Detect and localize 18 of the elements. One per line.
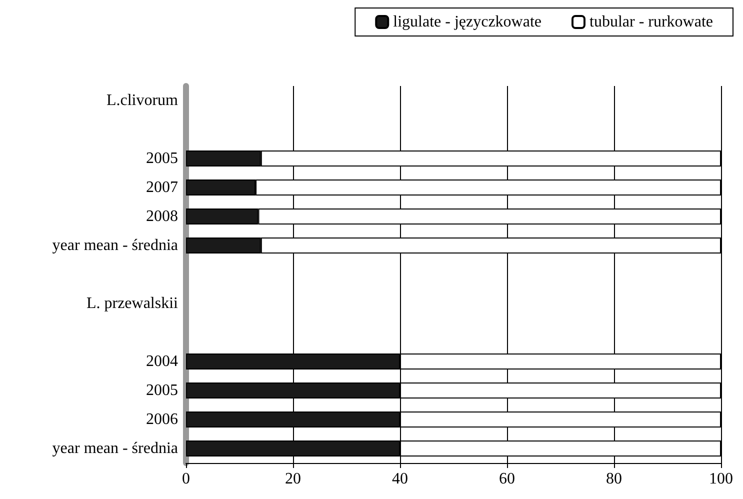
y-tick-label: L.clivorum [106, 92, 179, 109]
y-tick-label: year mean - średnia [52, 237, 178, 254]
y-tick-label: year mean - średnia [52, 440, 178, 457]
legend-label: tubular - rurkowate [589, 14, 714, 30]
y-tick-label: 2006 [146, 411, 178, 428]
y-tick-label: 2004 [146, 353, 178, 370]
x-tick-label: 60 [499, 470, 515, 488]
y-tick-label: 2007 [146, 179, 178, 196]
y-tick-label: 2008 [146, 208, 178, 225]
x-tick-label: 20 [285, 470, 301, 488]
x-tick-label: 100 [709, 470, 733, 488]
y-tick-label: 2005 [146, 382, 178, 399]
y-tick-label: L. przewalskii [86, 295, 179, 312]
x-tick-label: 80 [606, 470, 622, 488]
x-tick-label: 0 [182, 470, 190, 488]
x-tick-label: 40 [392, 470, 408, 488]
legend-label: ligulate - języczkowate [393, 14, 542, 30]
y-tick-label: 2005 [146, 150, 178, 167]
